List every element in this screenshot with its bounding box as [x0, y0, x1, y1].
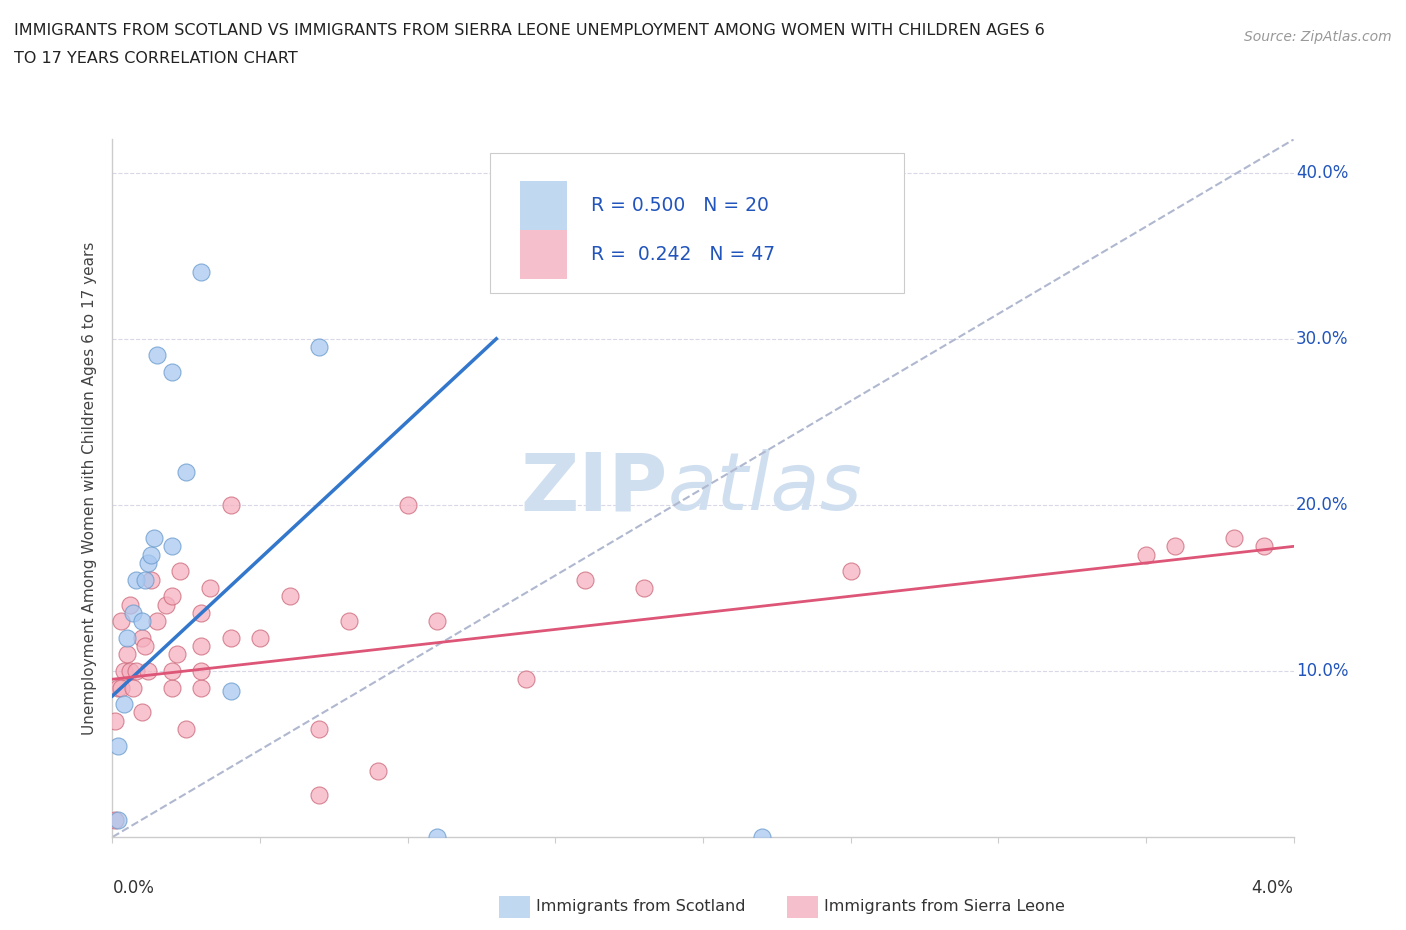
Point	[107, 738, 129, 753]
Point	[198, 580, 221, 595]
Point	[107, 680, 129, 695]
Point	[112, 697, 135, 711]
Point	[1253, 539, 1275, 554]
Point	[308, 722, 330, 737]
Point	[219, 498, 242, 512]
Point	[174, 722, 197, 737]
Point	[190, 265, 212, 280]
Point	[139, 547, 162, 562]
Point	[107, 813, 129, 828]
Point	[1223, 531, 1246, 546]
Point	[190, 663, 212, 678]
Point	[1135, 547, 1157, 562]
Point	[160, 589, 183, 604]
Text: 40.0%: 40.0%	[1296, 164, 1348, 181]
Point	[134, 639, 156, 654]
Point	[190, 680, 212, 695]
FancyBboxPatch shape	[520, 181, 567, 231]
Point	[120, 597, 142, 612]
Text: IMMIGRANTS FROM SCOTLAND VS IMMIGRANTS FROM SIERRA LEONE UNEMPLOYMENT AMONG WOME: IMMIGRANTS FROM SCOTLAND VS IMMIGRANTS F…	[14, 23, 1045, 38]
Point	[166, 647, 188, 662]
Text: 10.0%: 10.0%	[1296, 662, 1348, 680]
Point	[278, 589, 301, 604]
Point	[367, 764, 389, 778]
Point	[1164, 539, 1187, 554]
Point	[160, 663, 183, 678]
Point	[633, 580, 655, 595]
Point	[110, 680, 132, 695]
Point	[574, 572, 596, 587]
Point	[136, 663, 159, 678]
Text: R = 0.500   N = 20: R = 0.500 N = 20	[591, 196, 769, 215]
Point	[112, 663, 135, 678]
Text: 30.0%: 30.0%	[1296, 330, 1348, 348]
Point	[308, 339, 330, 354]
Point	[104, 713, 127, 728]
Text: 20.0%: 20.0%	[1296, 496, 1348, 514]
Point	[839, 564, 862, 578]
Point	[160, 365, 183, 379]
FancyBboxPatch shape	[491, 153, 904, 293]
Y-axis label: Unemployment Among Women with Children Ages 6 to 17 years: Unemployment Among Women with Children A…	[82, 242, 97, 735]
Text: Immigrants from Scotland: Immigrants from Scotland	[536, 899, 745, 914]
Point	[146, 614, 169, 629]
Point	[396, 498, 419, 512]
Text: 0.0%: 0.0%	[112, 879, 155, 897]
Text: TO 17 YEARS CORRELATION CHART: TO 17 YEARS CORRELATION CHART	[14, 51, 298, 66]
Point	[134, 572, 156, 587]
Text: Source: ZipAtlas.com: Source: ZipAtlas.com	[1244, 30, 1392, 44]
Point	[146, 348, 169, 363]
Point	[117, 631, 138, 645]
Point	[110, 614, 132, 629]
Point	[190, 605, 212, 620]
Point	[120, 663, 142, 678]
Point	[122, 680, 145, 695]
Point	[131, 631, 153, 645]
FancyBboxPatch shape	[520, 231, 567, 279]
Point	[751, 830, 773, 844]
Point	[125, 572, 148, 587]
Point	[160, 539, 183, 554]
Point	[104, 813, 127, 828]
Point	[139, 572, 162, 587]
Point	[160, 680, 183, 695]
Point	[131, 705, 153, 720]
Point	[337, 614, 360, 629]
Point	[219, 631, 242, 645]
Point	[122, 605, 145, 620]
Point	[174, 464, 197, 479]
Point	[426, 830, 449, 844]
Point	[169, 564, 191, 578]
Text: 4.0%: 4.0%	[1251, 879, 1294, 897]
Text: R =  0.242   N = 47: R = 0.242 N = 47	[591, 246, 775, 264]
Point	[142, 531, 165, 546]
Point	[131, 614, 153, 629]
Point	[426, 614, 449, 629]
Point	[219, 684, 242, 698]
Point	[117, 647, 138, 662]
Point	[190, 639, 212, 654]
Text: atlas: atlas	[668, 449, 862, 527]
Point	[249, 631, 271, 645]
Text: Immigrants from Sierra Leone: Immigrants from Sierra Leone	[824, 899, 1064, 914]
Point	[515, 671, 537, 686]
Text: ZIP: ZIP	[520, 449, 668, 527]
Point	[125, 663, 148, 678]
Point	[155, 597, 177, 612]
Point	[136, 555, 159, 570]
Point	[308, 788, 330, 803]
